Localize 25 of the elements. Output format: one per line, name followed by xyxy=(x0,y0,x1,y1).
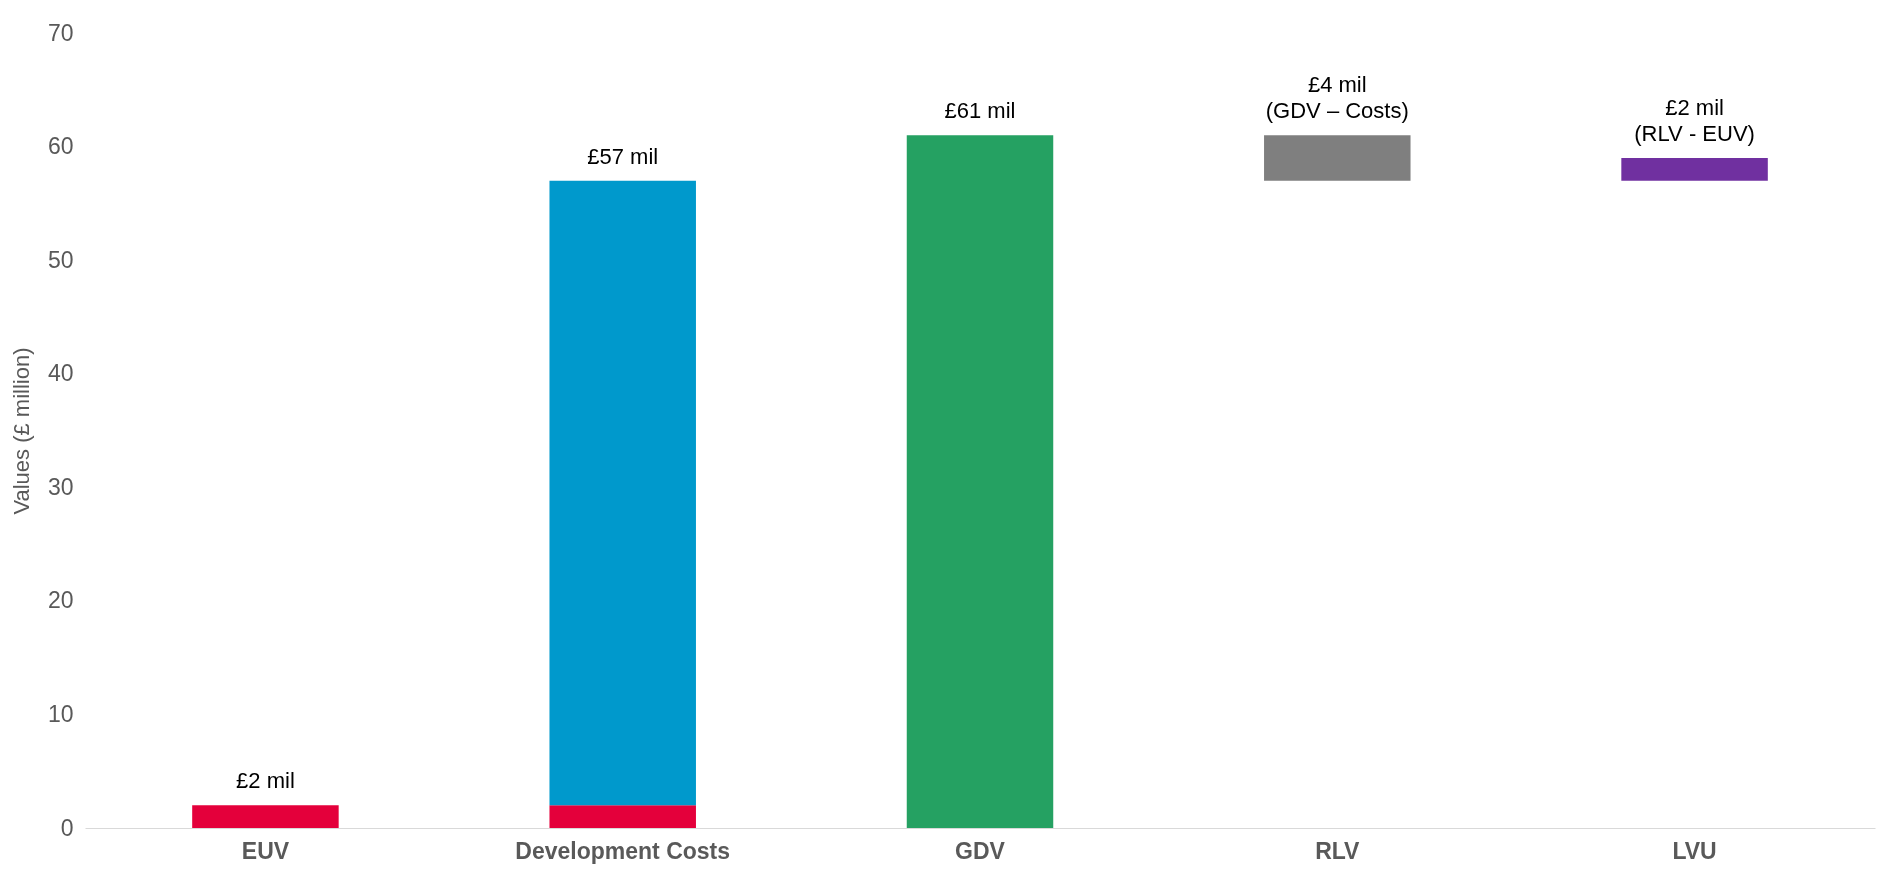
annotation: £57 mil xyxy=(587,143,659,169)
y-axis-title: Values (£ million) xyxy=(8,347,34,515)
y-tick-label: 0 xyxy=(60,814,74,841)
bar xyxy=(192,805,339,828)
x-tick-label: GDV xyxy=(955,837,1006,864)
bar xyxy=(1621,157,1768,181)
x-tick-label: RLV xyxy=(1315,837,1361,864)
x-tick-label: LVU xyxy=(1672,837,1717,864)
y-tick-label: 60 xyxy=(47,133,74,160)
y-tick-label: 50 xyxy=(47,246,74,273)
annotation: £61 mil xyxy=(944,98,1016,124)
annotation: £2 mil (RLV - EUV) xyxy=(1634,94,1755,146)
bar xyxy=(1264,135,1411,181)
bar xyxy=(549,805,696,828)
x-tick-label: EUV xyxy=(241,837,290,864)
bar xyxy=(549,180,696,806)
y-tick-label: 20 xyxy=(47,587,74,614)
y-tick-label: 10 xyxy=(47,700,74,727)
y-tick-label: 40 xyxy=(47,360,74,387)
bar xyxy=(906,135,1054,828)
annotation: £2 mil xyxy=(236,768,295,794)
x-tick-label: Development Costs xyxy=(515,837,731,864)
annotation: £4 mil (GDV – Costs) xyxy=(1265,72,1409,124)
y-tick-label: 30 xyxy=(47,473,74,500)
y-tick-label: 70 xyxy=(47,19,74,46)
